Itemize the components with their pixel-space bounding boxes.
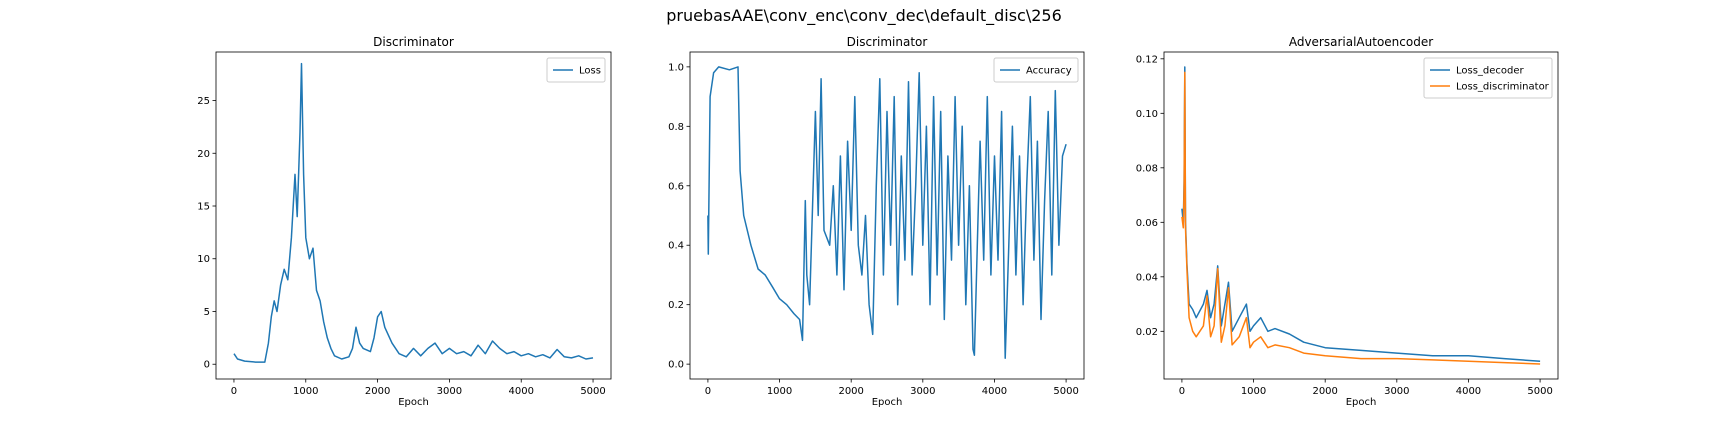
x-axis-label: Epoch: [872, 397, 903, 408]
x-tick-label: 0: [1179, 386, 1185, 397]
legend: Loss: [546, 57, 606, 83]
subplot-1: Discriminator Epoch 0 1000 2000 3000 4000 500…: [197, 35, 612, 408]
x-tick-label: 2000: [838, 386, 863, 397]
y-tick-label: 1.0: [668, 62, 684, 73]
y-tick-label: 5: [204, 307, 210, 318]
legend-box: [546, 57, 606, 83]
subplot-title: Discriminator: [847, 35, 928, 49]
series-line-loss: [233, 62, 594, 363]
x-tick-label: 1000: [293, 386, 318, 397]
x-tick-label: 4000: [509, 386, 534, 397]
y-tick-label: 0.2: [668, 300, 684, 311]
y-tick-label: 0.10: [1136, 109, 1158, 120]
y-tick-label: 0.04: [1136, 272, 1158, 283]
y-tick-label: 0.12: [1136, 54, 1158, 65]
x-tick-label: 3000: [1384, 386, 1409, 397]
legend: Loss_decoder Loss_discriminator: [1423, 57, 1553, 99]
y-tick-label: 10: [197, 254, 210, 265]
x-tick-label: 2000: [365, 386, 390, 397]
plot-area: 0 1000 2000 3000 4000 5000 0.0 0.2 0.4 0.6 0.8 1.0 A…: [668, 51, 1085, 397]
y-tick-label: 0: [204, 360, 210, 371]
x-axis-label: Epoch: [1346, 397, 1377, 408]
x-tick-label: 2000: [1312, 386, 1337, 397]
x-tick-label: 1000: [1241, 386, 1266, 397]
y-tick-label: 0.6: [668, 181, 684, 192]
x-axis-label: Epoch: [398, 397, 429, 408]
legend-label: Loss: [579, 66, 601, 77]
x-tick-label: 1000: [767, 386, 792, 397]
subplot-title: Discriminator: [373, 35, 454, 49]
x-tick-label: 4000: [982, 386, 1007, 397]
figure-suptitle: pruebasAAE\conv_enc\conv_dec\default_dis…: [666, 6, 1062, 26]
legend-box: [993, 57, 1079, 83]
y-tick-label: 20: [197, 149, 210, 160]
x-tick-label: 3000: [910, 386, 935, 397]
x-tick-label: 4000: [1456, 386, 1481, 397]
x-tick-label: 0: [231, 386, 237, 397]
y-tick-label: 0.02: [1136, 327, 1158, 338]
plot-area: 0 1000 2000 3000 4000 5000 0 5 10 15 20 25 Loss: [197, 51, 612, 397]
x-tick-label: 3000: [437, 386, 462, 397]
series-line-loss-discriminator: [1181, 71, 1541, 365]
y-tick-label: 0.08: [1136, 163, 1158, 174]
legend-label: Loss_decoder: [1456, 66, 1525, 77]
legend-label: Loss_discriminator: [1456, 82, 1550, 93]
legend-label: Accuracy: [1026, 66, 1072, 77]
series-line-accuracy: [707, 66, 1067, 359]
subplot-3: AdversarialAutoencoder Epoch 0 1000 2000 30…: [1136, 35, 1559, 408]
legend-box: [1423, 57, 1553, 99]
axes-frame: [689, 51, 1085, 380]
subplot-title: AdversarialAutoencoder: [1289, 35, 1433, 49]
y-tick-label: 25: [197, 96, 210, 107]
x-tick-label: 0: [705, 386, 711, 397]
y-tick-label: 0.06: [1136, 218, 1158, 229]
plot-area: 0 1000 2000 3000 4000 5000 0.02 0.04 0.06 0.08 0.1…: [1136, 51, 1559, 397]
x-tick-label: 5000: [1527, 386, 1552, 397]
axes-frame: [1163, 51, 1559, 380]
y-tick-label: 0.4: [668, 241, 684, 252]
axes-frame: [215, 51, 612, 380]
x-tick-label: 5000: [580, 386, 605, 397]
legend: Accuracy: [993, 57, 1079, 83]
y-tick-label: 15: [197, 202, 210, 213]
y-tick-label: 0.0: [668, 360, 684, 371]
y-tick-label: 0.8: [668, 122, 684, 133]
subplot-2: Discriminator Epoch 0 1000 2000 3000 4000 500…: [668, 35, 1085, 408]
x-tick-label: 5000: [1053, 386, 1078, 397]
